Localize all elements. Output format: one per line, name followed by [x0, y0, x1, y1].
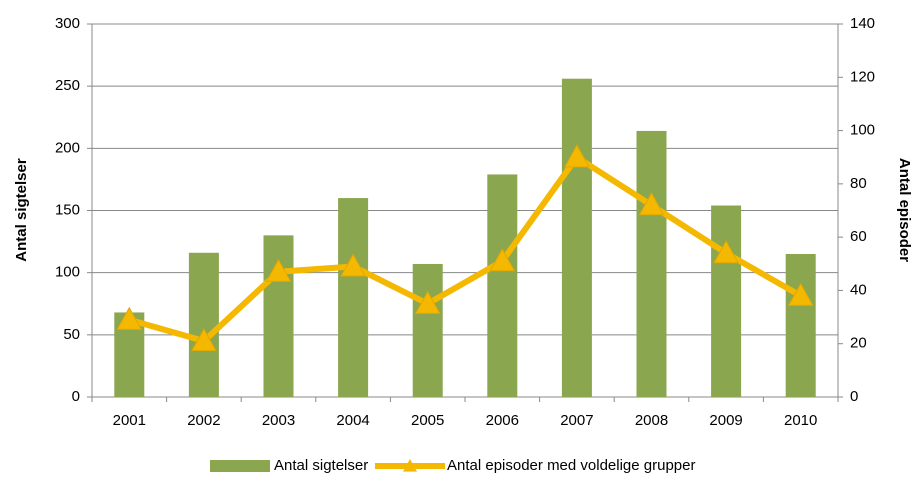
x-tick-label: 2004 — [336, 412, 369, 429]
x-tick-label: 2005 — [411, 412, 444, 429]
y2-tick-label: 140 — [850, 15, 875, 32]
legend-marker — [403, 459, 417, 472]
marker — [638, 192, 665, 216]
bar — [487, 174, 518, 397]
bar — [412, 263, 443, 397]
y-axis-title: Antal sigtelser — [13, 158, 30, 262]
y-tick-label: 0 — [72, 388, 80, 405]
bar — [785, 254, 816, 397]
bar — [561, 78, 592, 397]
y-tick-label: 150 — [55, 201, 80, 218]
x-tick-label: 2006 — [486, 412, 519, 429]
y2-tick-label: 120 — [850, 68, 875, 85]
y-tick-label: 100 — [55, 264, 80, 281]
marker — [191, 328, 217, 352]
y2-tick-label: 0 — [850, 388, 858, 405]
legend-swatch — [210, 460, 270, 472]
marker — [116, 306, 143, 330]
bar — [338, 198, 369, 397]
y-tick-label: 300 — [55, 15, 80, 32]
line — [128, 154, 803, 345]
x-tick-label: 2009 — [709, 412, 742, 429]
y2-axis-title: Antal episoder — [896, 158, 913, 262]
marker — [414, 290, 441, 314]
x-tick-label: 2003 — [262, 412, 295, 429]
x-tick-label: 2008 — [635, 412, 668, 429]
marker — [564, 144, 590, 168]
y2-tick-label: 20 — [850, 335, 867, 352]
y2-tick-label: 60 — [850, 228, 867, 245]
bar — [188, 252, 219, 397]
y2-tick-label: 80 — [850, 175, 867, 192]
y-tick-label: 50 — [63, 326, 80, 343]
marker — [340, 253, 366, 277]
x-tick-label: 2010 — [784, 412, 817, 429]
marker — [265, 258, 292, 282]
x-tick-label: 2007 — [560, 412, 593, 429]
y-tick-label: 200 — [55, 139, 80, 156]
y2-tick-label: 40 — [850, 281, 867, 298]
bar — [711, 205, 742, 397]
bar — [636, 130, 667, 397]
y2-tick-label: 100 — [850, 122, 875, 139]
marker — [787, 282, 814, 306]
y-tick-label: 250 — [55, 77, 80, 94]
x-tick-label: 2001 — [113, 412, 146, 429]
legend-label: Antal episoder med voldelige grupper — [447, 457, 696, 474]
legend-label: Antal sigtelser — [274, 457, 368, 474]
x-tick-label: 2002 — [187, 412, 220, 429]
marker — [489, 248, 516, 272]
marker — [713, 240, 739, 264]
